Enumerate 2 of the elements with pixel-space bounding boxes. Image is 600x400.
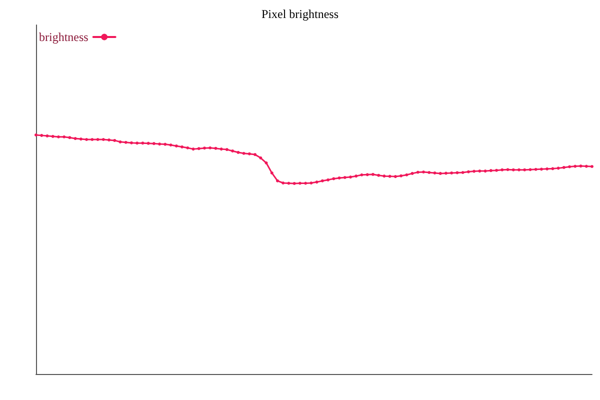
chart-title: Pixel brightness (262, 7, 339, 21)
legend-label: brightness (38, 30, 89, 44)
